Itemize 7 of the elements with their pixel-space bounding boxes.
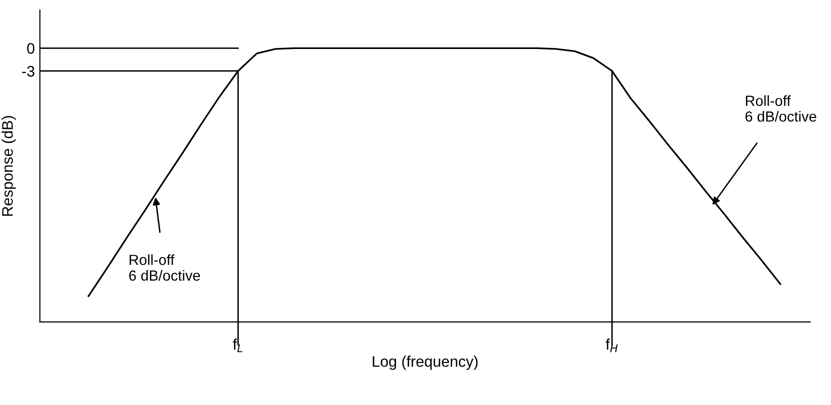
- y-tick-label: 0: [27, 43, 34, 54]
- y-tick-label: -3: [22, 66, 34, 77]
- y-axis-title: Response (dB): [2, 116, 16, 216]
- annotation: Roll-off 6 dB/octive: [745, 95, 816, 122]
- annotation: Roll-off 6 dB/octive: [129, 254, 200, 281]
- x-axis-title: Log (frequency): [372, 356, 478, 370]
- x-tick-label: f$_{L}$: [232, 338, 242, 352]
